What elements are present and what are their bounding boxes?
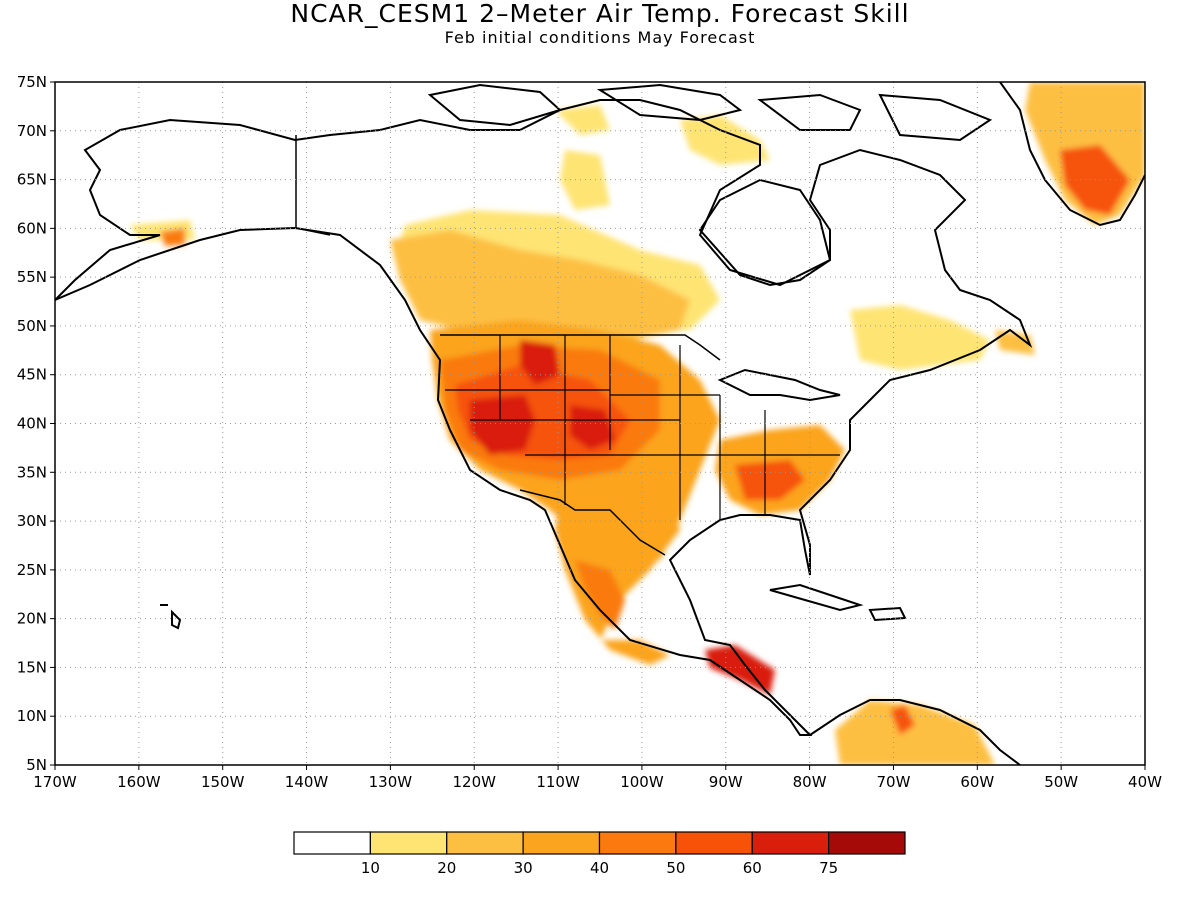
coast-hawaii — [160, 604, 182, 630]
lat-tick-label: 45N — [17, 366, 47, 384]
shade-great-basin — [470, 395, 535, 455]
lon-tick-label: 150W — [201, 773, 245, 791]
lon-tick-label: 80W — [793, 773, 827, 791]
lat-tick-label: 35N — [17, 463, 47, 481]
lon-tick-label: 40W — [1128, 773, 1162, 791]
lon-tick-label: 160W — [117, 773, 161, 791]
colorbar-swatch — [598, 831, 677, 855]
colorbar-swatch — [675, 831, 753, 855]
colorbar-swatch — [751, 831, 830, 855]
coast-arctic-islands — [427, 83, 993, 142]
skill-shading — [130, 82, 1145, 765]
lon-tick-label: 170W — [33, 773, 77, 791]
lat-tick-label: 5N — [26, 756, 47, 774]
shade-arctic — [555, 105, 610, 135]
colorbar-swatch — [522, 831, 601, 855]
shade-south-america — [835, 700, 995, 765]
coast-north-america — [55, 99, 1033, 736]
lon-tick-label: 100W — [620, 773, 664, 791]
map-grid — [55, 82, 1145, 765]
border-us-mexico — [519, 489, 666, 556]
lat-tick-label: 25N — [17, 561, 47, 579]
shade-northeast — [850, 305, 990, 370]
lon-tick-label: 70W — [877, 773, 911, 791]
colorbar-label: 50 — [666, 859, 685, 877]
lon-tick-label: 130W — [369, 773, 413, 791]
longitude-axis: 170W 160W 150W 140W 130W 120W 110W 100W 90W 80W 70… — [33, 765, 1162, 791]
colorbar-label: 60 — [743, 859, 762, 877]
lat-tick-label: 10N — [17, 707, 47, 725]
colorbar-swatch — [369, 831, 448, 855]
lon-tick-label: 90W — [709, 773, 743, 791]
colorbar-label: 40 — [590, 859, 609, 877]
lat-tick-label: 65N — [17, 171, 47, 189]
lon-tick-label: 120W — [452, 773, 496, 791]
shade-mexico — [575, 560, 625, 630]
shade-central-america — [705, 645, 775, 695]
shade-canada-mid — [390, 230, 690, 340]
lat-tick-label: 60N — [17, 219, 47, 237]
coast-hudson-bay — [698, 178, 832, 287]
colorbar-label: 30 — [514, 859, 533, 877]
lon-tick-label: 50W — [1044, 773, 1078, 791]
shade-colorado — [570, 405, 615, 450]
shade-texas — [555, 480, 680, 665]
lat-tick-label: 55N — [17, 268, 47, 286]
colorbar-label: 10 — [361, 859, 380, 877]
lat-tick-label: 20N — [17, 610, 47, 628]
latitude-axis: 5N 10N 15N 20N 25N 30N 35N 40N 45N 50N 55N 60N 65N 70… — [17, 73, 55, 774]
shade-south-america-red — [890, 705, 915, 735]
colorbar-swatch — [446, 831, 524, 855]
shade-ne-coast — [995, 330, 1035, 355]
shade-southeast-red — [735, 460, 805, 500]
lat-tick-label: 30N — [17, 512, 47, 530]
shade-alaska-orange — [160, 228, 185, 246]
coast-hispaniola — [868, 606, 907, 622]
border-us-canada — [440, 334, 721, 361]
shade-arctic3 — [680, 115, 770, 165]
colorbar-label: 75 — [819, 859, 838, 877]
border-alaska — [295, 135, 331, 236]
lat-tick-label: 15N — [17, 658, 47, 676]
lon-tick-label: 110W — [536, 773, 580, 791]
coast-great-lakes — [717, 368, 841, 402]
state-lines — [445, 335, 840, 520]
lon-tick-label: 60W — [960, 773, 994, 791]
colorbar-label: 20 — [437, 859, 456, 877]
coast-greenland — [999, 82, 1145, 227]
chart-subtitle: Feb initial conditions May Forecast — [444, 28, 756, 47]
chart-title: NCAR_CESM1 2–Meter Air Temp. Forecast Sk… — [290, 0, 910, 28]
colorbar-swatch — [293, 831, 371, 855]
coast-cuba — [769, 583, 864, 612]
lon-tick-label: 140W — [285, 773, 329, 791]
lat-tick-label: 75N — [17, 73, 47, 91]
lat-tick-label: 50N — [17, 317, 47, 335]
colorbar-swatch — [828, 831, 906, 855]
lat-tick-label: 70N — [17, 122, 47, 140]
coast-south-america — [809, 699, 1021, 765]
lat-tick-label: 40N — [17, 415, 47, 433]
colorbar: 10 20 30 40 50 60 75 — [293, 831, 906, 877]
shade-idaho — [520, 340, 560, 385]
